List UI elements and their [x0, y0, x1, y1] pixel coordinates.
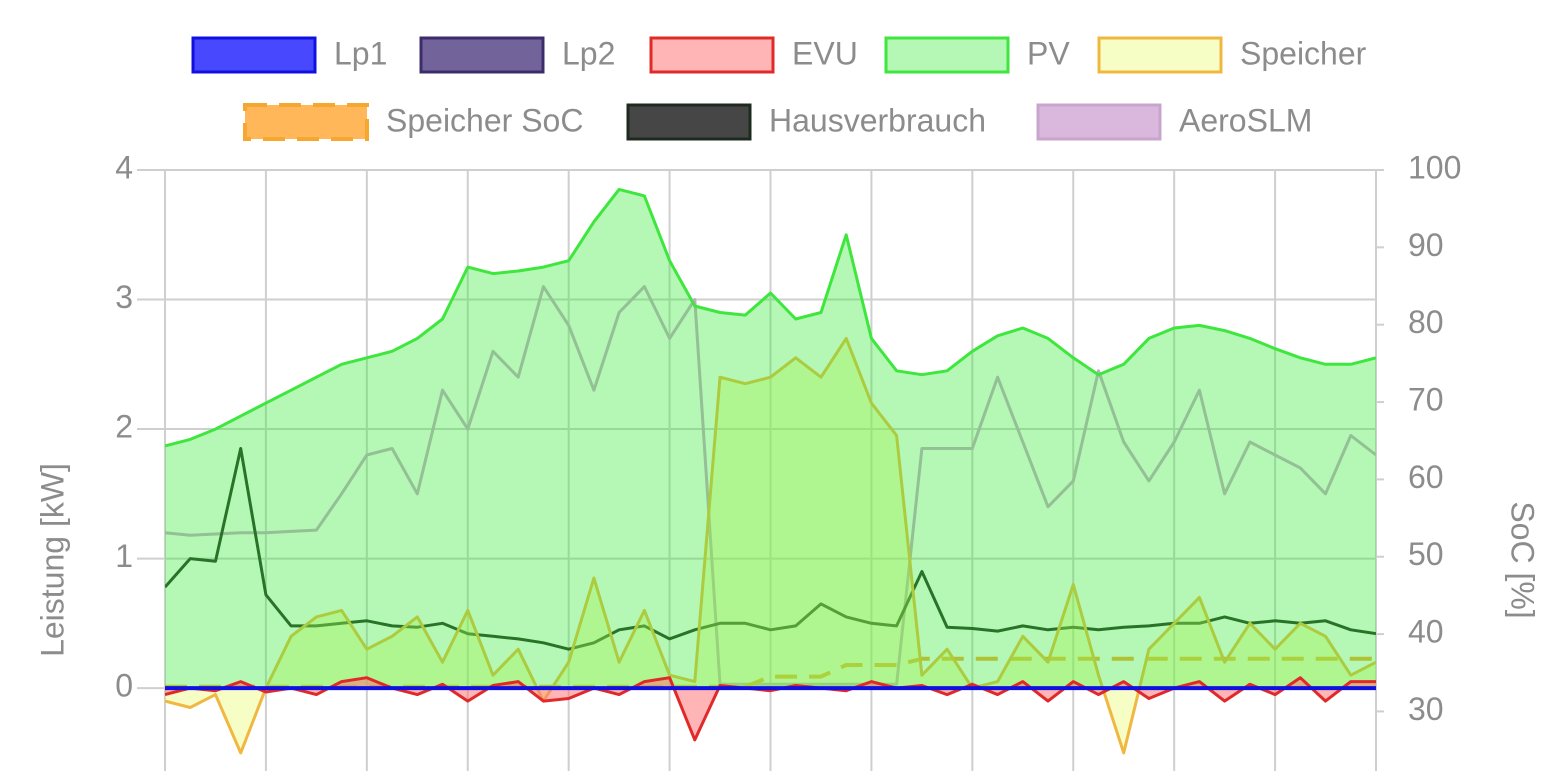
y-tick-label: 1 — [115, 538, 133, 574]
series-line — [165, 187, 1376, 448]
legend-label: Lp1 — [334, 35, 387, 71]
y2-tick-label: 30 — [1408, 691, 1444, 727]
legend-swatch — [626, 103, 752, 141]
legend-swatch — [419, 36, 545, 74]
legend-swatch — [884, 36, 1010, 74]
y2-tick-label: 90 — [1408, 227, 1444, 263]
y-tick-label: 0 — [115, 668, 133, 704]
legend-label: Hausverbrauch — [769, 102, 986, 138]
legend-label: AeroSLM — [1179, 102, 1312, 138]
y2-axis-label: SoC [%] — [1505, 501, 1541, 618]
y2-tick-label: 100 — [1408, 149, 1461, 185]
series-line — [165, 336, 1376, 755]
legend-label: Speicher SoC — [386, 102, 583, 138]
y2-tick-label: 80 — [1408, 304, 1444, 340]
legend-label: Lp2 — [562, 35, 615, 71]
y2-tick-label: 40 — [1408, 614, 1444, 650]
legend-label: EVU — [792, 35, 858, 71]
plot — [165, 187, 1376, 755]
legend-swatch — [649, 36, 775, 74]
series-line — [165, 285, 1376, 686]
series-area — [165, 189, 1376, 689]
y-tick-label: 4 — [115, 149, 133, 185]
y2-tick-label: 70 — [1408, 381, 1444, 417]
y-axis-label: Leistung [kW] — [34, 463, 70, 657]
y2-tick-label: 50 — [1408, 536, 1444, 572]
y-tick-label: 3 — [115, 279, 133, 315]
legend-label: Speicher — [1240, 35, 1367, 71]
legend-swatch — [191, 36, 317, 74]
legend-swatch — [1097, 36, 1223, 74]
legend-label: PV — [1027, 35, 1070, 71]
legend-swatch — [243, 103, 369, 141]
y2-tick-label: 60 — [1408, 459, 1444, 495]
legend-swatch — [1036, 103, 1162, 141]
series-area — [165, 338, 1376, 753]
y-tick-label: 2 — [115, 409, 133, 445]
series-area — [165, 677, 1376, 740]
